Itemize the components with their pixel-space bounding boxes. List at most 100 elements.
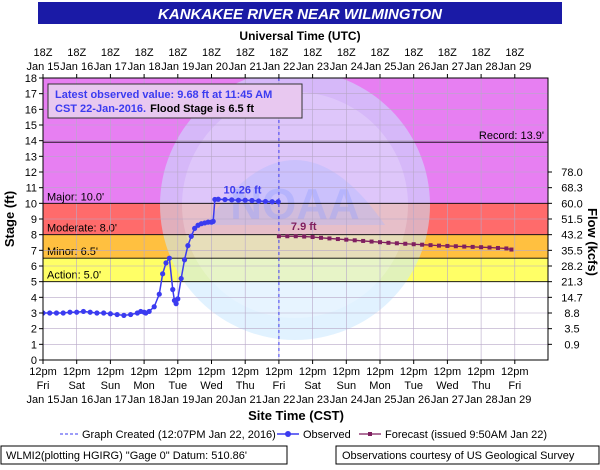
x-top-tick-hour: 18Z (236, 47, 255, 59)
threshold-label-major: Major: 10.0' (47, 191, 104, 203)
x-top-tick-hour: 18Z (505, 47, 524, 59)
observed-point (163, 260, 169, 266)
x-bottom-tick-day: Mon (369, 380, 390, 392)
x-bottom-tick-time: 12pm (467, 366, 495, 378)
x-bottom-tick-day: Fri (508, 380, 521, 392)
top-axis-label: Universal Time (UTC) (239, 29, 360, 43)
x-bottom-tick-date: Jan 23 (296, 394, 329, 406)
threshold-label-minor: Minor: 6.5' (47, 246, 98, 258)
observed-point (107, 311, 113, 317)
seal-lettering: NOAA (230, 180, 360, 229)
x-top-tick-date: Jan 19 (161, 61, 194, 73)
forecast-point (445, 243, 450, 248)
x-bottom-tick-date: Jan 17 (94, 394, 127, 406)
x-bottom-tick-time: 12pm (299, 366, 327, 378)
y-tick-label: 18 (25, 73, 37, 85)
x-bottom-tick-day: Thu (472, 380, 491, 392)
x-bottom-tick-day: Tue (404, 380, 423, 392)
info-date: CST 22-Jan-2016. (55, 103, 146, 115)
forecast-point (487, 245, 492, 250)
x-bottom-tick-time: 12pm (164, 366, 192, 378)
y2-axis-label: Flow (kcfs) (585, 208, 600, 276)
observed-point (173, 301, 179, 307)
title-bar (38, 2, 562, 24)
forecast-point (470, 244, 475, 249)
observed-point (60, 310, 66, 316)
chart-title: KANKAKEE RIVER NEAR WILMINGTON (158, 6, 443, 23)
observed-point (47, 310, 53, 316)
y-tick-label: 10 (25, 198, 37, 210)
observed-point (235, 197, 242, 203)
observed-point (160, 271, 166, 277)
noaa-logo-watermark: NOAA (160, 78, 430, 340)
forecast-point (428, 243, 433, 248)
x-bottom-tick-time: 12pm (63, 366, 91, 378)
observed-point (43, 310, 46, 316)
x-bottom-tick-day: Thu (236, 380, 255, 392)
y-axis-label: Stage (ft) (2, 191, 17, 247)
y2-tick-label: 43.2 (561, 230, 582, 242)
forecast-point (462, 244, 467, 249)
forecast-point (302, 234, 307, 239)
observed-point (185, 243, 191, 249)
forecast-point (420, 242, 425, 247)
observed-point (262, 198, 269, 205)
seal-disc (160, 78, 430, 340)
x-bottom-tick-time: 12pm (366, 366, 394, 378)
x-top-tick-hour: 18Z (269, 47, 288, 59)
x-top-tick-hour: 18Z (404, 47, 423, 59)
observed-point (215, 196, 221, 202)
x-bottom-tick-day: Mon (133, 380, 154, 392)
y-tick-label: 1 (31, 339, 37, 351)
x-top-tick-date: Jan 26 (397, 61, 430, 73)
x-bottom-tick-date: Jan 21 (229, 394, 262, 406)
y-tick-label: 4 (31, 292, 37, 304)
x-top-tick-date: Jan 25 (363, 61, 396, 73)
y-tick-label: 17 (25, 89, 37, 101)
observed-point (229, 197, 235, 203)
forecast-point (403, 241, 408, 246)
legend-label-observed: Observed (303, 429, 351, 441)
info-box: Latest observed value: 9.68 ft at 11:45 … (47, 83, 303, 119)
forecast-point (495, 245, 500, 250)
observed-point (242, 197, 248, 203)
observed-point (151, 304, 157, 310)
footer-datum: WLMI2(plotting HGIRG) "Gage 0" Datum: 51… (6, 450, 247, 462)
x-top-tick-hour: 18Z (202, 47, 221, 59)
forecast-point (293, 234, 298, 239)
seal-ring (182, 92, 408, 318)
legend-marker-forecast (368, 432, 372, 436)
x-bottom-tick-time: 12pm (333, 366, 361, 378)
x-top-tick-date: Jan 29 (498, 61, 531, 73)
footer: WLMI2(plotting HGIRG) "Gage 0" Datum: 51… (0, 445, 600, 465)
observed-point (67, 309, 73, 315)
forecast-point (310, 235, 315, 240)
x-bottom-tick-day: Tue (169, 380, 188, 392)
observed-point (181, 257, 188, 263)
x-top-tick-date: Jan 23 (296, 61, 329, 73)
y-tick-label: 5 (31, 277, 37, 289)
forecast-point (285, 234, 290, 239)
forecast-point (453, 244, 458, 249)
y-tick-label: 13 (25, 151, 37, 163)
x-axis-label: Site Time (CST) (248, 408, 344, 423)
x-bottom-tick-day: Sat (304, 380, 321, 392)
x-bottom-tick-time: 12pm (400, 366, 428, 378)
x-bottom-tick-date: Jan 25 (363, 394, 396, 406)
x-bottom-tick-time: 12pm (265, 366, 293, 378)
x-bottom-tick-day: Sun (101, 380, 121, 392)
info-latest-observed: Latest observed value: 9.68 ft at 11:45 … (55, 89, 272, 101)
x-top-tick-date: Jan 28 (465, 61, 498, 73)
x-top-tick-date: Jan 17 (94, 61, 127, 73)
forecast-point (335, 237, 340, 242)
observed-point (128, 311, 134, 318)
forecast-point (378, 240, 382, 245)
forecast-point (361, 238, 366, 243)
y-tick-label: 6 (31, 261, 37, 273)
seal-emblem (205, 160, 385, 225)
y2-tick-label: 60.0 (561, 198, 582, 210)
info-flood-stage: Flood Stage is 6.5 ft (150, 103, 254, 115)
x-top-tick-hour: 18Z (438, 47, 457, 59)
x-top-tick-date: Jan 24 (330, 61, 363, 73)
